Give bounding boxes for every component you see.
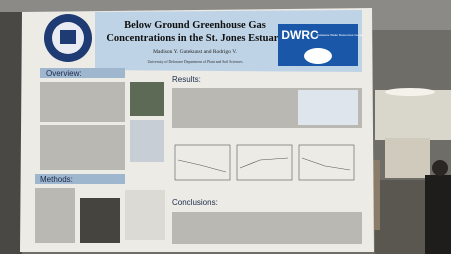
logo-text: DWRC <box>281 28 319 42</box>
poster-title: Concentrations in the St. Jones Estuary <box>106 33 284 44</box>
logo-emblem <box>304 48 332 64</box>
far-wall <box>375 90 451 140</box>
section-heading: Methods: <box>40 175 73 184</box>
board-edge <box>0 12 22 254</box>
photo: Below Ground Greenhouse Gas Concentratio… <box>0 0 451 254</box>
ceiling-light <box>385 88 435 96</box>
poster-title: Below Ground Greenhouse Gas <box>124 20 266 31</box>
section-heading: Results: <box>172 75 201 84</box>
methods-photo <box>80 198 120 243</box>
section-heading: Conclusions: <box>172 198 218 207</box>
logo-subtext: Delaware Water Resources Center <box>317 33 363 37</box>
person-head <box>432 160 448 176</box>
section-heading: Overview: <box>46 69 82 78</box>
person <box>425 175 451 254</box>
methods-diagram <box>125 190 165 240</box>
distant-poster <box>385 138 430 178</box>
results-table <box>298 90 358 125</box>
map-figure <box>130 120 164 162</box>
photo-figure <box>130 82 164 116</box>
affiliation: University of Delaware Department of Pla… <box>147 60 243 64</box>
seal-icon <box>60 30 76 44</box>
authors: Madison Y. Gutekunst and Rodrigo V. <box>153 49 237 55</box>
